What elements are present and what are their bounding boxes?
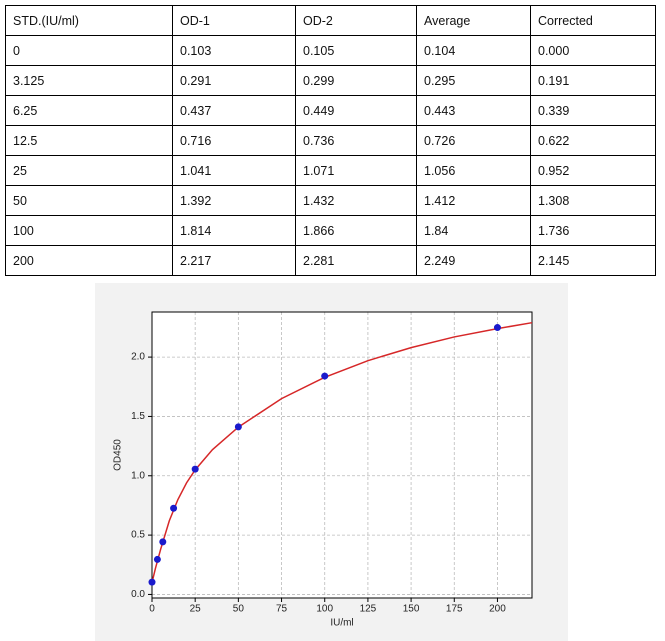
table-row: 200 2.217 2.281 2.249 2.145 — [5, 245, 656, 276]
plot-frame — [151, 311, 533, 599]
fit-curve — [151, 321, 533, 583]
table-cell: 6.25 — [5, 95, 173, 126]
table-cell: 2.217 — [172, 245, 296, 276]
y-tick-label: 0.0 — [131, 589, 145, 600]
data-point — [321, 372, 329, 380]
x-tick-label: 50 — [233, 604, 245, 615]
table-cell: 0.726 — [416, 125, 531, 156]
table-cell: 0.299 — [295, 65, 417, 96]
x-tick-label: 0 — [149, 604, 155, 615]
plot-area — [152, 312, 532, 598]
table-cell: 1.84 — [416, 215, 531, 246]
table-cell: 1.041 — [172, 155, 296, 186]
data-point — [153, 555, 161, 563]
data-point — [170, 504, 178, 512]
data-point — [191, 465, 199, 473]
data-point — [148, 578, 156, 586]
table-row: 100 1.814 1.866 1.84 1.736 — [5, 215, 656, 246]
y-axis-label: OD450 — [113, 439, 124, 471]
table-cell: Average — [416, 5, 531, 36]
table-cell: 0.105 — [295, 35, 417, 66]
table-cell: 2.145 — [530, 245, 656, 276]
data-point — [493, 324, 501, 332]
table-cell: OD-1 — [172, 5, 296, 36]
table-cell: 0.716 — [172, 125, 296, 156]
table-cell: 1.056 — [416, 155, 531, 186]
table-row: 6.25 0.437 0.449 0.443 0.339 — [5, 95, 656, 126]
table-cell: 0.443 — [416, 95, 531, 126]
x-tick-label: 25 — [190, 604, 202, 615]
y-tick-label: 1.0 — [131, 470, 145, 481]
table-cell: STD.(IU/ml) — [5, 5, 173, 36]
y-tick-label: 1.5 — [131, 411, 145, 422]
table-cell: 0.952 — [530, 155, 656, 186]
x-tick-label: 175 — [446, 604, 463, 615]
table-cell: 1.308 — [530, 185, 656, 216]
table-cell: 100 — [5, 215, 173, 246]
table-cell: 0.449 — [295, 95, 417, 126]
table-cell: Corrected — [530, 5, 656, 36]
table-cell: 1.736 — [530, 215, 656, 246]
data-table: STD.(IU/ml) OD-1 OD-2 Average Corrected 0 0.10… — [5, 5, 656, 276]
data-point — [159, 538, 167, 546]
y-tick-label: 0.5 — [131, 530, 145, 541]
table-cell: 2.249 — [416, 245, 531, 276]
y-tick-label: 2.0 — [131, 352, 145, 363]
table-cell: 0.295 — [416, 65, 531, 96]
x-tick-label: 125 — [360, 604, 377, 615]
x-tick-label: 75 — [276, 604, 288, 615]
x-axis-label: IU/ml — [330, 618, 353, 629]
x-tick-label: 150 — [403, 604, 420, 615]
table-row: 0 0.103 0.105 0.104 0.000 — [5, 35, 656, 66]
x-tick-label: 200 — [489, 604, 506, 615]
table-cell: 0.103 — [172, 35, 296, 66]
data-point — [234, 423, 242, 431]
table-cell: 200 — [5, 245, 173, 276]
header-row: STD.(IU/ml) OD-1 OD-2 Average Corrected — [5, 5, 656, 36]
x-tick-label: 100 — [316, 604, 333, 615]
table-cell: 50 — [5, 185, 173, 216]
